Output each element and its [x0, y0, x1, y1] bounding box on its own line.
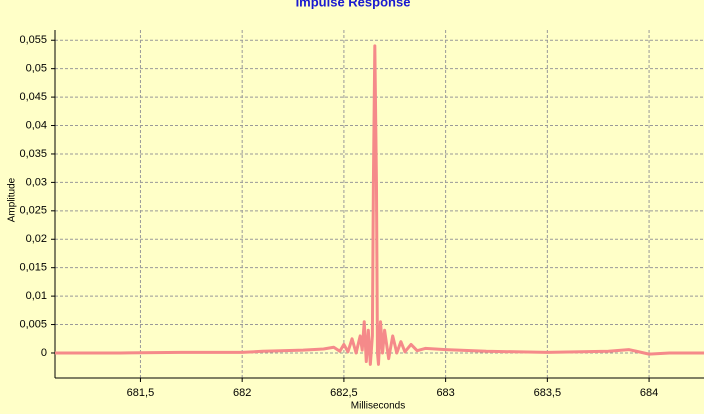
- y-axis-label: Amplitude: [7, 177, 18, 222]
- data-line: [55, 44, 704, 366]
- x-axis-label: Milliseconds: [351, 401, 405, 412]
- x-tick-label: 682,5: [330, 387, 358, 399]
- y-tick-label: 0,04: [26, 119, 47, 131]
- y-tick-label: 0,01: [26, 290, 47, 302]
- y-tick-label: 0,055: [19, 34, 47, 46]
- y-tick-label: 0,015: [19, 262, 47, 274]
- y-tick-label: 0,05: [26, 63, 47, 75]
- x-tick-label: 683: [436, 387, 454, 399]
- y-tick-label: 0,02: [26, 233, 47, 245]
- x-tick-label: 683,5: [534, 387, 562, 399]
- x-tick-label: 682: [233, 387, 251, 399]
- y-tick-label: 0,025: [19, 205, 47, 217]
- x-tick-label: 681,5: [127, 387, 155, 399]
- y-tick-label: 0,045: [19, 91, 47, 103]
- y-tick-label: 0,005: [19, 318, 47, 330]
- chart-title: Impulse Response: [296, 0, 411, 9]
- y-tick-label: 0,03: [26, 176, 47, 188]
- x-tick-label: 684: [640, 387, 658, 399]
- y-tick-label: 0,035: [19, 148, 47, 160]
- y-tick-label: 0: [41, 347, 47, 359]
